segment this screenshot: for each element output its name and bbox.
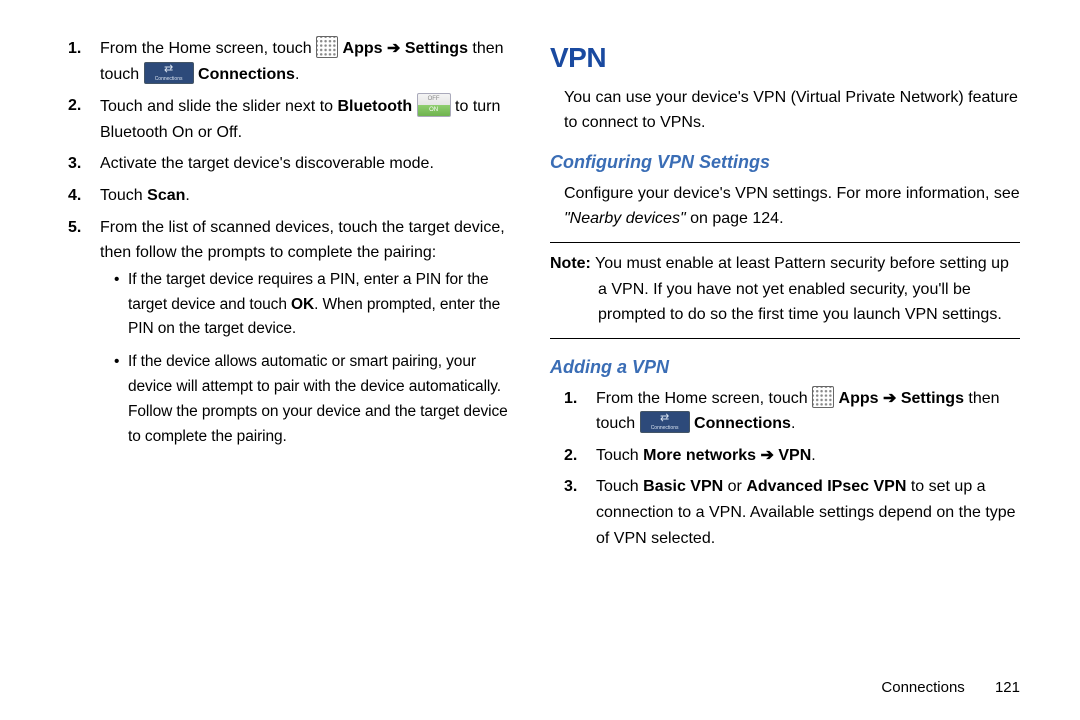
text: From the list of scanned devices, touch …: [100, 219, 505, 262]
connections-icon: [640, 411, 690, 433]
left-column: 1. From the Home screen, touch Apps ➔ Se…: [68, 36, 518, 557]
step-4: 4. Touch Scan.: [68, 183, 518, 209]
note-label: Note:: [550, 255, 591, 272]
settings-label: Settings: [400, 40, 468, 57]
apps-label: Apps: [839, 390, 883, 407]
connections-label: Connections: [198, 66, 295, 83]
toggle-icon: [417, 93, 451, 117]
footer-page-number: 121: [995, 679, 1020, 696]
add-step-2: 2. Touch More networks ➔ VPN.: [564, 443, 1020, 469]
connections-icon: [144, 62, 194, 84]
advanced-vpn-label: Advanced IPsec VPN: [746, 478, 906, 495]
settings-label: Settings: [896, 390, 964, 407]
period: .: [811, 447, 815, 464]
note-text: You must enable at least Pattern securit…: [591, 255, 1009, 323]
page-footer: Connections 121: [881, 679, 1020, 696]
vpn-intro: You can use your device's VPN (Virtual P…: [550, 85, 1020, 136]
config-vpn-text: Configure your device's VPN settings. Fo…: [550, 181, 1020, 232]
add-step-1: 1. From the Home screen, touch Apps ➔ Se…: [564, 386, 1020, 437]
pairing-bullets: If the target device requires a PIN, ent…: [114, 268, 518, 450]
text: Activate the target device's discoverabl…: [100, 155, 434, 172]
right-column: VPN You can use your device's VPN (Virtu…: [550, 36, 1020, 557]
text: or: [723, 478, 746, 495]
arrow-icon: ➔: [387, 40, 400, 57]
vpn-label: VPN: [774, 447, 811, 464]
bluetooth-label: Bluetooth: [337, 98, 412, 115]
step-3: 3. Activate the target device's discover…: [68, 151, 518, 177]
ok-label: OK: [291, 296, 314, 313]
basic-vpn-label: Basic VPN: [643, 478, 723, 495]
text: Touch and slide the slider next to: [100, 98, 337, 115]
period: .: [185, 187, 189, 204]
config-vpn-title: Configuring VPN Settings: [550, 148, 1020, 177]
bullet-auto: If the device allows automatic or smart …: [114, 350, 518, 449]
arrow-icon: ➔: [883, 390, 896, 407]
text: Touch: [100, 187, 147, 204]
apps-icon: [316, 36, 338, 58]
adding-vpn-title: Adding a VPN: [550, 353, 1020, 382]
text: If the device allows automatic or smart …: [128, 353, 508, 444]
add-step-3: 3. Touch Basic VPN or Advanced IPsec VPN…: [564, 474, 1020, 551]
period: .: [295, 66, 299, 83]
arrow-icon: ➔: [761, 447, 774, 464]
text: From the Home screen, touch: [100, 40, 316, 57]
vpn-title: VPN: [550, 36, 1020, 81]
scan-label: Scan: [147, 187, 185, 204]
step-1: 1. From the Home screen, touch Apps ➔ Se…: [68, 36, 518, 87]
connections-label: Connections: [694, 415, 791, 432]
text: From the Home screen, touch: [596, 390, 812, 407]
text: Touch: [596, 478, 643, 495]
apps-icon: [812, 386, 834, 408]
adding-vpn-steps: 1. From the Home screen, touch Apps ➔ Se…: [550, 386, 1020, 552]
footer-section: Connections: [881, 679, 964, 696]
note-box: Note: You must enable at least Pattern s…: [550, 242, 1020, 339]
bullet-pin: If the target device requires a PIN, ent…: [114, 268, 518, 342]
apps-label: Apps: [343, 40, 387, 57]
nearby-ref: "Nearby devices": [564, 210, 686, 227]
more-networks-label: More networks: [643, 447, 760, 464]
step-2: 2. Touch and slide the slider next to Bl…: [68, 93, 518, 145]
period: .: [791, 415, 795, 432]
text: Touch: [596, 447, 643, 464]
bluetooth-steps: 1. From the Home screen, touch Apps ➔ Se…: [68, 36, 518, 449]
step-5: 5. From the list of scanned devices, tou…: [68, 215, 518, 450]
